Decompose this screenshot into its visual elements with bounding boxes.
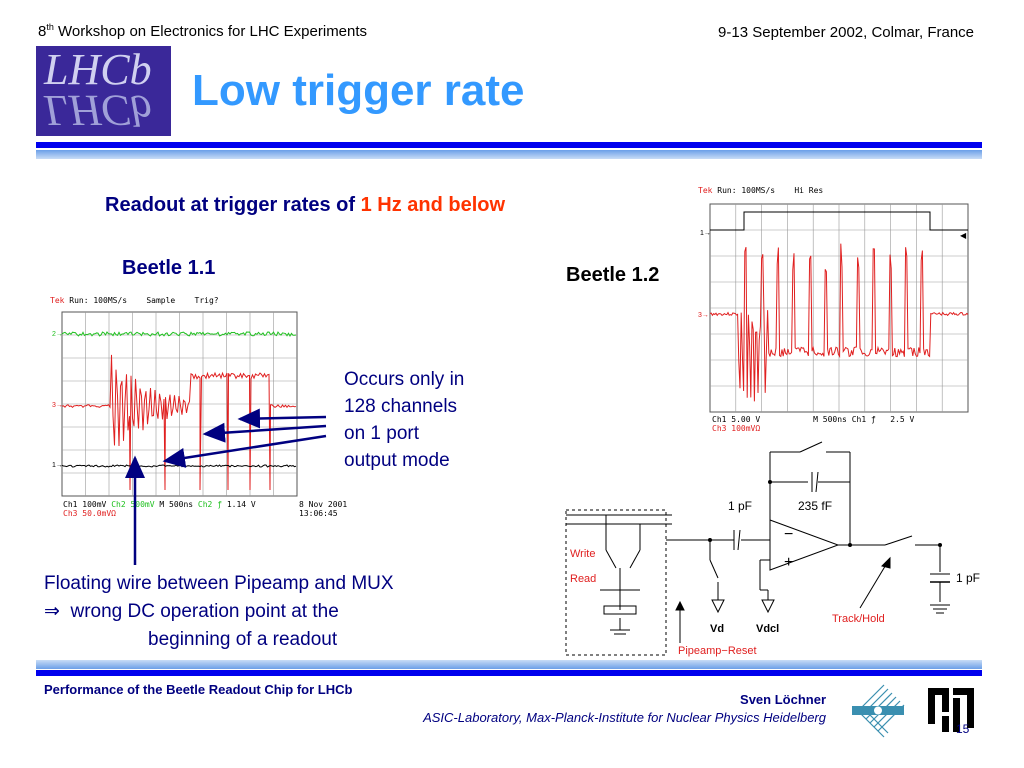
beetle11-label: Beetle 1.1 [122,257,216,279]
beetle12-waveform: 1→ 3→ ◀ [698,203,969,413]
institute: ASIC-Laboratory, Max-Planck-Institute fo… [423,710,826,725]
page-number: 15 [956,722,970,736]
arrow-1 [237,408,327,429]
vdcl-label: Vdcl [756,623,779,635]
talk-title: Performance of the Beetle Readout Chip f… [44,682,353,697]
svg-text:1→: 1→ [700,230,711,237]
write-label: Write [570,548,595,560]
author: Sven Löchner [740,692,826,707]
opamp-plus: + [784,554,793,571]
scope-status: Tek [50,296,65,305]
top-rule-shade [36,150,982,159]
svg-text:◀: ◀ [960,231,967,240]
lhcb-logo: LHCb LHCb [36,46,171,136]
bottom-rule [36,670,982,676]
cap-in-label: 1 pF [728,499,752,513]
dates-header: 9-13 September 2002, Colmar, France [718,24,974,41]
pipeamp-reset-label: Pipeamp−Reset [678,645,757,657]
mpi-logo [928,688,974,732]
subtitle: Readout at trigger rates of 1 Hz and bel… [105,194,506,216]
opamp-minus: − [784,526,793,543]
slide-title: Low trigger rate [192,66,525,115]
svg-text:2→: 2→ [52,331,63,338]
pipeamp-circuit: 1 pF 235 fF 1 pF − + Write Read Vd Vdcl … [565,441,980,657]
top-rule [36,142,982,148]
read-label: Read [570,573,596,585]
asic-lab-logo [852,684,905,738]
arrow-2 [202,422,327,443]
cap-fb-label: 235 fF [798,499,832,513]
beetle12-label: Beetle 1.2 [566,264,660,286]
channel-note: Occurs only in 128 channels on 1 port ou… [344,369,465,471]
svg-text:1→: 1→ [52,462,63,469]
svg-text:3→: 3→ [698,312,709,319]
cap-out-label: 1 pF [956,571,980,585]
track-hold-label: Track/Hold [832,613,885,625]
bottom-rule-shade [36,660,982,669]
workshop-header: 8th Workshop on Electronics for LHC Expe… [38,22,368,40]
beetle12-scope: Tek Run: 100MS/s Hi Res 1→ 3→ ◀ Ch1 5.00… [698,186,978,436]
svg-text:3→: 3→ [52,402,63,409]
arrow-3 [162,434,327,468]
floating-note: Floating wire between Pipeamp and MUX ⇒ … [44,573,394,650]
vd-label: Vd [710,623,724,635]
